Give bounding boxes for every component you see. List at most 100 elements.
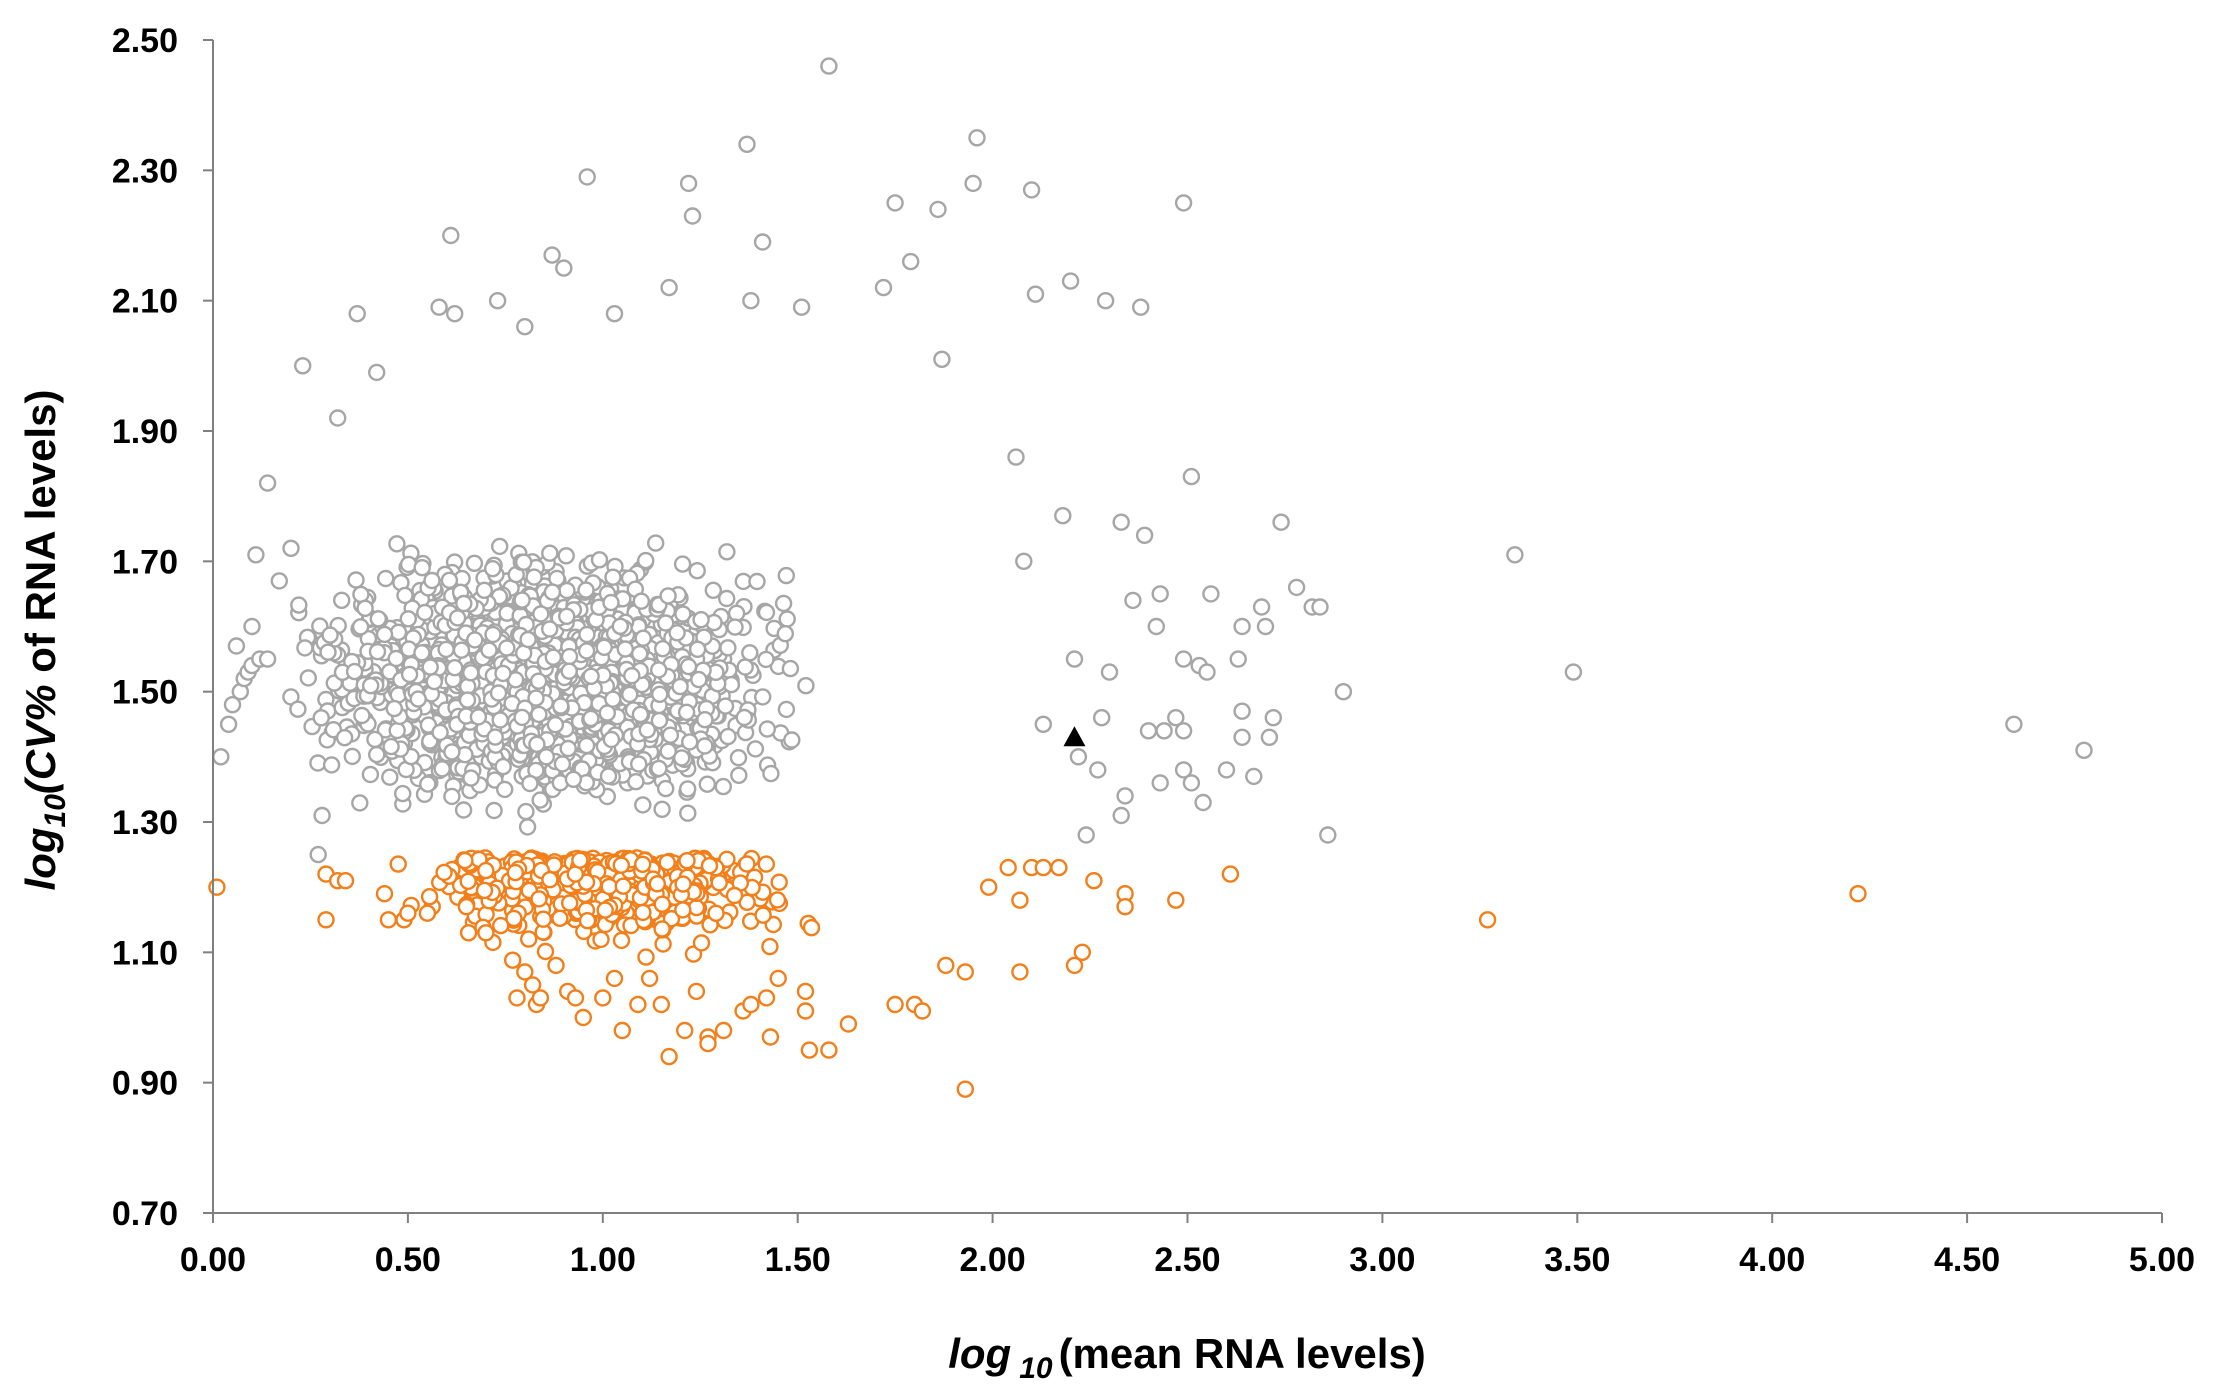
data-point-orange (477, 924, 495, 942)
data-point-orange (547, 956, 565, 975)
y-tick-label: 2.30 (112, 152, 178, 190)
y-tick-label: 2.10 (112, 283, 178, 321)
data-point-orange (652, 995, 670, 1014)
data-point-gray (748, 572, 766, 591)
data-point-orange (629, 995, 647, 1014)
data-point-gray (555, 259, 573, 277)
data-point-orange (839, 1015, 858, 1033)
data-point-gray (968, 129, 986, 147)
data-point-gray (430, 298, 448, 316)
data-point-gray (462, 664, 480, 682)
data-point-gray (219, 715, 238, 733)
data-point-gray (704, 581, 722, 599)
data-point-orange (700, 857, 719, 875)
y-tick-label: 1.90 (112, 413, 178, 451)
data-point-gray (929, 200, 947, 219)
data-point-gray (309, 845, 327, 864)
data-point-gray (319, 643, 337, 661)
data-point-gray (488, 292, 507, 310)
data-point-gray (388, 721, 406, 740)
data-point-gray (419, 775, 437, 793)
data-point-gray (399, 610, 417, 628)
data-point-gray (696, 737, 714, 755)
data-point-gray (335, 729, 354, 747)
data-point-gray (1233, 617, 1251, 636)
data-point-gray (475, 581, 493, 599)
data-point-gray (1096, 292, 1115, 310)
data-point-gray (431, 723, 449, 742)
data-point-gray (294, 357, 312, 375)
data-point-gray (425, 672, 443, 691)
data-point-gray (650, 711, 669, 730)
data-point-orange (714, 1021, 733, 1040)
data-point-gray (541, 544, 559, 562)
data-point-gray (368, 643, 387, 661)
data-point-gray (270, 572, 288, 590)
x-tick-label: 5.00 (2129, 1241, 2195, 1279)
data-point-gray (513, 708, 531, 727)
data-point-gray (742, 292, 760, 310)
data-point-gray (521, 774, 539, 793)
data-point-orange (375, 885, 394, 903)
data-point-gray (289, 700, 307, 718)
data-point-gray (621, 685, 639, 704)
data-point-gray (518, 818, 537, 836)
data-point-gray (465, 554, 484, 572)
data-point-gray (657, 779, 675, 798)
data-point-gray (1054, 507, 1072, 525)
data-point-orange (710, 874, 728, 892)
data-point-gray (577, 642, 596, 660)
data-point-gray (454, 801, 473, 819)
data-point-gray (692, 611, 710, 629)
data-point-gray (1022, 181, 1041, 199)
data-point-gray (389, 623, 408, 641)
data-point-gray (516, 318, 534, 336)
data-point-orange (551, 909, 569, 927)
data-point-orange (399, 904, 417, 922)
data-point-gray (560, 647, 579, 666)
data-point-gray (496, 780, 514, 799)
data-point-gray (627, 773, 645, 791)
data-point-gray (212, 748, 230, 766)
data-point-gray (387, 649, 405, 668)
data-point-orange (956, 1080, 974, 1098)
data-point-gray (683, 207, 702, 225)
data-point-gray (529, 672, 548, 690)
data-point-gray (1229, 650, 1247, 668)
data-point-orange (802, 919, 821, 937)
data-point-gray (448, 609, 467, 627)
data-point-gray (604, 568, 622, 586)
data-point-gray (1147, 617, 1166, 636)
data-point-gray (352, 585, 370, 604)
data-point-gray (630, 755, 648, 773)
data-point-gray (1092, 709, 1111, 727)
data-point-orange (435, 863, 453, 882)
data-point-gray (343, 747, 361, 766)
data-point-gray (377, 569, 395, 588)
data-point-gray (446, 305, 464, 323)
data-point-gray (491, 537, 509, 556)
data-point-gray (333, 591, 351, 609)
data-point-gray (532, 605, 550, 623)
data-point-gray (1272, 513, 1290, 531)
data-point-gray (544, 648, 562, 666)
data-point-gray (455, 594, 473, 613)
data-point-orange (653, 895, 671, 913)
data-point-orange (800, 1041, 819, 1059)
data-point-gray (382, 737, 400, 756)
y-axis-title-italic: (CV% (17, 684, 64, 794)
plot-area (208, 57, 2093, 1098)
data-point-gray (1245, 767, 1263, 786)
data-point-gray (485, 801, 503, 820)
data-point-gray (400, 665, 419, 684)
data-point-gray (361, 765, 380, 784)
data-point-orange (516, 963, 534, 981)
data-point-orange (796, 982, 815, 1001)
data-point-orange (757, 989, 776, 1007)
data-point-gray (599, 767, 618, 785)
data-point-gray (484, 560, 502, 578)
data-point-orange (578, 912, 597, 930)
data-point-gray (290, 596, 308, 614)
data-point-gray (223, 696, 242, 714)
data-point-orange (536, 942, 555, 961)
